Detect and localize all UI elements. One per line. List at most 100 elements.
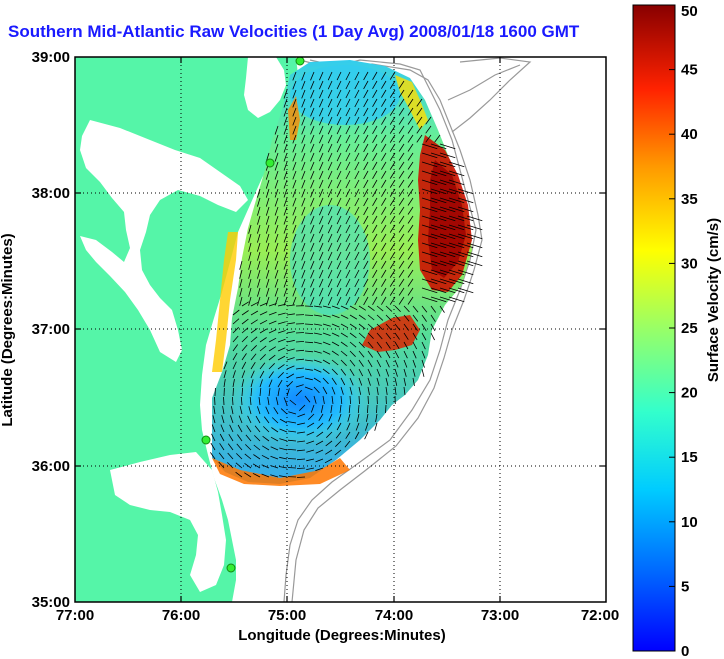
velocity-arrow	[301, 161, 306, 171]
colorbar-tick-label: 25	[681, 320, 698, 337]
velocity-arrow	[345, 197, 351, 207]
velocity-arrow	[283, 397, 288, 406]
velocity-arrow	[354, 287, 360, 297]
velocity-arrow	[385, 314, 392, 321]
velocity-arrow	[363, 89, 369, 99]
velocity-arrow	[354, 188, 360, 198]
velocity-arrow	[292, 233, 297, 243]
velocity-arrow	[439, 161, 456, 168]
velocity-arrow	[349, 323, 357, 329]
velocity-arrow	[354, 233, 360, 243]
velocity-arrow	[336, 152, 342, 162]
station-marker	[201, 435, 211, 445]
velocity-arrow	[336, 116, 342, 126]
northeast-fringe	[395, 75, 428, 130]
velocity-arrow	[232, 335, 239, 343]
velocity-arrow	[354, 431, 360, 440]
velocity-arrow	[363, 215, 369, 225]
velocity-arrow	[398, 161, 405, 170]
velocity-arrow	[277, 388, 280, 397]
velocity-arrow	[340, 305, 349, 310]
velocity-arrow	[421, 260, 438, 267]
velocity-arrow	[394, 305, 401, 312]
velocity-arrow	[363, 224, 369, 234]
velocity-arrow	[301, 242, 306, 252]
velocity-arrow	[381, 80, 387, 89]
velocity-arrows	[210, 71, 483, 478]
velocity-arrow	[277, 364, 285, 370]
station-marker	[295, 57, 305, 66]
velocity-arrow	[259, 345, 267, 352]
velocity-arrow	[345, 287, 351, 297]
velocity-arrow	[448, 197, 465, 204]
velocity-arrow	[367, 395, 369, 405]
velocity-arrow	[448, 278, 465, 285]
velocity-arrow	[330, 404, 333, 413]
velocity-arrow	[268, 379, 273, 388]
velocity-arrow	[244, 472, 252, 478]
velocity-arrow	[218, 452, 225, 460]
velocity-arrow	[364, 431, 369, 440]
velocity-arrow	[421, 197, 438, 204]
velocity-arrow	[367, 341, 374, 349]
velocity-arrow	[283, 233, 288, 243]
velocity-arrow	[421, 161, 438, 168]
velocity-arrow	[280, 408, 288, 415]
velocity-arrow	[310, 233, 315, 243]
velocity-arrow	[258, 397, 261, 406]
velocity-arrow	[407, 233, 414, 242]
velocity-arrow	[257, 224, 261, 234]
velocity-arrow	[265, 197, 270, 207]
colorbar-tick-label: 10	[681, 514, 698, 531]
velocity-arrow	[279, 456, 288, 460]
velocity-arrow	[270, 474, 279, 478]
velocity-arrow	[232, 361, 237, 370]
velocity-arrow	[279, 475, 288, 478]
y-tick-label: 37:00	[32, 321, 70, 338]
colorbar-tick-label: 30	[681, 255, 698, 272]
colorbar-label: Surface Velocity (cm/s)	[705, 218, 722, 382]
velocity-arrow	[301, 98, 306, 108]
velocity-arrow	[310, 215, 315, 225]
velocity-arrow	[345, 233, 351, 243]
x-tick-label: 73:00	[481, 607, 519, 624]
velocity-arrow	[313, 386, 320, 394]
velocity-arrow	[301, 125, 306, 135]
velocity-arrow	[336, 215, 342, 225]
velocity-arrow	[325, 440, 333, 447]
velocity-arrow	[349, 386, 353, 395]
velocity-arrow	[439, 206, 456, 213]
velocity-arrow	[345, 134, 351, 144]
velocity-arrow	[250, 310, 259, 316]
x-tick-label: 75:00	[268, 607, 306, 624]
velocity-arrow	[267, 397, 270, 406]
velocity-arrow	[372, 206, 378, 215]
velocity-arrow	[336, 161, 342, 171]
velocity-arrow	[265, 406, 270, 415]
velocity-arrow	[252, 463, 261, 469]
map-title: Southern Mid-Atlantic Raw Velocities (1 …	[8, 22, 580, 41]
velocity-arrow	[358, 350, 365, 358]
velocity-arrow	[385, 350, 391, 359]
velocity-arrow	[457, 233, 474, 240]
velocity-arrow	[354, 107, 360, 117]
velocity-arrow	[354, 269, 360, 279]
velocity-arrow	[412, 305, 419, 313]
velocity-arrow	[376, 404, 378, 414]
velocity-arrow	[363, 233, 369, 243]
velocity-arrow	[283, 89, 288, 99]
velocity-arrow	[322, 341, 331, 346]
velocity-arrow	[389, 152, 396, 161]
velocity-arrow	[227, 443, 234, 451]
velocity-arrow	[301, 107, 306, 117]
velocity-arrow	[363, 269, 369, 279]
velocity-arrow	[345, 152, 351, 162]
velocity-arrow	[268, 363, 275, 370]
velocity-arrow	[363, 152, 369, 162]
velocity-arrow	[275, 397, 279, 406]
velocity-arrow	[448, 251, 465, 258]
velocity-arrow	[319, 296, 324, 306]
velocity-arrow	[319, 134, 324, 144]
velocity-arrow	[457, 188, 474, 195]
velocity-arrow	[421, 269, 438, 276]
